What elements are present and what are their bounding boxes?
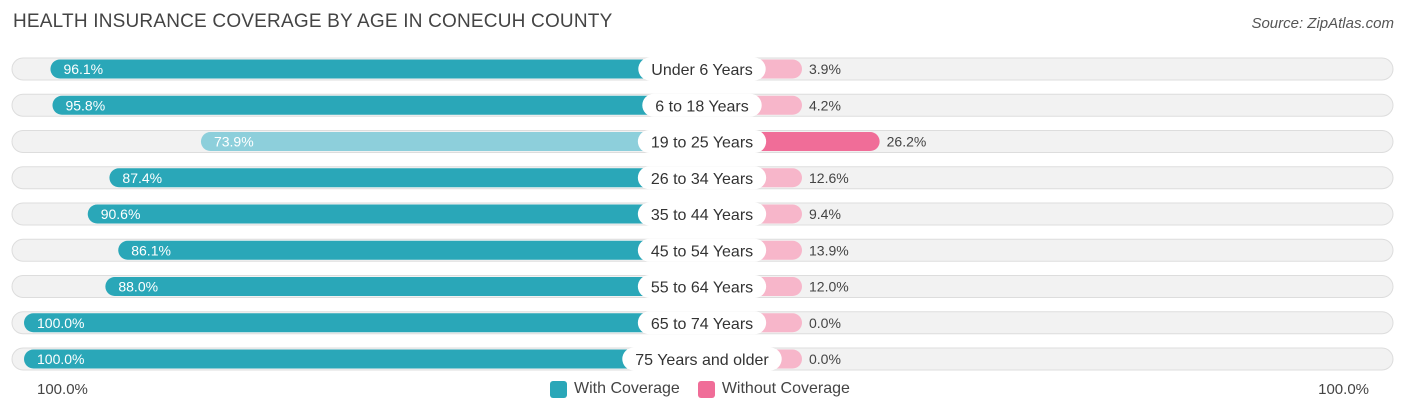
category-pill — [642, 93, 762, 117]
value-label-without-coverage: 13.9% — [809, 242, 849, 258]
category-pill — [637, 311, 767, 335]
category-label: 55 to 64 Years — [651, 280, 753, 297]
bar-with-coverage — [109, 168, 703, 188]
category-label: 6 to 18 Years — [655, 98, 748, 115]
value-label-with-coverage: 86.1% — [131, 242, 171, 258]
value-label-with-coverage: 87.4% — [122, 170, 162, 186]
value-label-with-coverage: 88.0% — [118, 279, 158, 295]
category-label: 45 to 54 Years — [651, 243, 753, 260]
category-pill — [622, 347, 782, 371]
bar-with-coverage — [105, 277, 703, 296]
legend-item-with-coverage[interactable]: With Coverage — [550, 380, 680, 398]
category-label: 35 to 44 Years — [651, 207, 753, 224]
value-label-without-coverage: 0.0% — [809, 351, 841, 367]
axis-right-label: 100.0% — [1318, 381, 1369, 398]
value-label-with-coverage: 100.0% — [37, 315, 84, 331]
category-label: 65 to 74 Years — [651, 316, 753, 333]
category-pill — [637, 238, 767, 262]
legend-label-without-coverage: Without Coverage — [721, 380, 850, 397]
value-label-with-coverage: 73.9% — [214, 134, 254, 150]
category-pill — [638, 57, 766, 81]
legend-swatch-without-coverage — [697, 380, 715, 398]
value-label-with-coverage: 90.6% — [101, 206, 141, 222]
axis-left-label: 100.0% — [37, 381, 88, 398]
value-label-without-coverage: 12.0% — [809, 279, 849, 295]
value-label-without-coverage: 4.2% — [809, 97, 841, 113]
chart-title: HEALTH INSURANCE COVERAGE BY AGE IN CONE… — [13, 11, 613, 32]
value-label-without-coverage: 26.2% — [887, 134, 927, 150]
value-label-with-coverage: 95.8% — [65, 97, 105, 113]
bar-with-coverage — [118, 240, 702, 260]
bar-with-coverage — [24, 313, 702, 333]
value-label-with-coverage: 96.1% — [63, 61, 103, 77]
legend-label-with-coverage: With Coverage — [574, 380, 680, 397]
bar-with-coverage — [200, 132, 702, 151]
category-label: 26 to 34 Years — [651, 171, 753, 188]
value-label-without-coverage: 9.4% — [809, 206, 841, 222]
bar-with-coverage — [52, 95, 702, 115]
category-label: Under 6 Years — [651, 62, 752, 79]
value-label-without-coverage: 0.0% — [809, 315, 841, 331]
value-label-with-coverage: 100.0% — [37, 351, 84, 367]
category-pill — [637, 166, 767, 190]
category-label: 19 to 25 Years — [651, 135, 753, 152]
category-label: 75 Years and older — [635, 352, 769, 369]
legend-swatch-with-coverage — [550, 380, 567, 398]
bar-with-coverage — [87, 204, 703, 224]
value-label-without-coverage: 3.9% — [809, 61, 841, 77]
bar-with-coverage — [50, 59, 702, 79]
source-label: Source: ZipAtlas.com — [1251, 15, 1394, 32]
bar-with-coverage — [24, 349, 702, 369]
legend: With Coverage Without Coverage — [550, 380, 868, 398]
category-pill — [637, 275, 767, 298]
category-pill — [637, 130, 767, 153]
legend-item-without-coverage[interactable]: Without Coverage — [697, 380, 850, 398]
category-pill — [637, 202, 767, 226]
value-label-without-coverage: 12.6% — [809, 170, 849, 186]
